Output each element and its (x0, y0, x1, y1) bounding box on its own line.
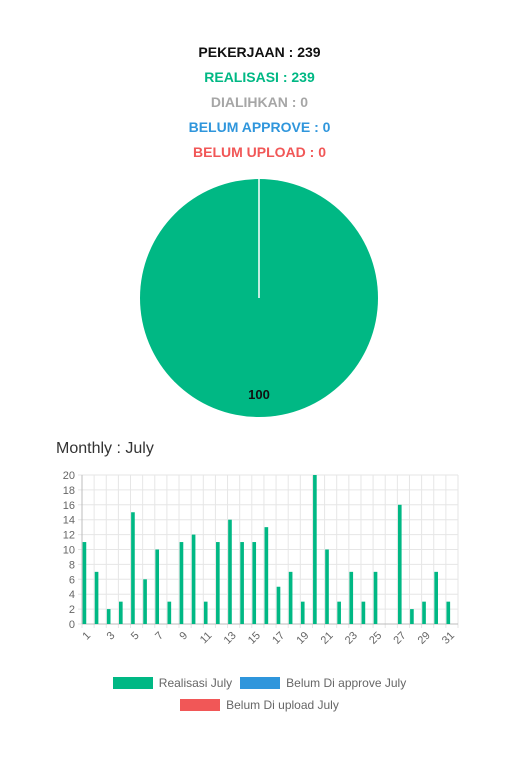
x-tick-label: 19 (294, 630, 311, 647)
bar-0-day-31[interactable] (446, 601, 451, 624)
bar-0-day-11[interactable] (203, 601, 208, 624)
bar-0-day-28[interactable] (410, 609, 414, 624)
y-tick-label: 20 (63, 470, 75, 482)
belum-approve-count: BELUM APPROVE : 0 (188, 119, 331, 135)
legend-row-1: Realisasi July Belum Di approve July (0, 672, 519, 694)
bar-0-day-9[interactable] (179, 542, 184, 624)
bar-legend: Realisasi July Belum Di approve July Bel… (0, 672, 519, 716)
legend-item-upload[interactable]: Belum Di upload July (180, 698, 339, 712)
bar-0-day-12[interactable] (216, 542, 220, 624)
legend-swatch-realisasi (112, 677, 153, 689)
bar-0-day-7[interactable] (155, 549, 160, 625)
legend-label-approve: Belum Di approve July (286, 676, 407, 690)
bar-0-day-30[interactable] (434, 571, 438, 624)
bar-0-day-10[interactable] (191, 534, 196, 624)
realisasi-count: REALISASI : 239 (204, 69, 315, 85)
bar-0-day-14[interactable] (240, 542, 244, 624)
bar-0-day-6[interactable] (143, 579, 147, 624)
bar-0-day-21[interactable] (325, 549, 329, 625)
x-tick-label: 21 (319, 630, 336, 647)
legend-item-approve[interactable]: Belum Di approve July (240, 676, 406, 690)
x-tick-label: 3 (105, 630, 118, 643)
bar-0-day-27[interactable] (397, 504, 402, 624)
bar-0-day-24[interactable] (361, 601, 366, 624)
pekerjaan-count: PEKERJAAN : 239 (198, 44, 321, 60)
x-tick-label: 1 (80, 630, 93, 643)
bar-0-day-17[interactable] (276, 586, 281, 624)
bar-0-day-5[interactable] (131, 512, 135, 624)
y-tick-label: 14 (63, 515, 75, 527)
legend-label-upload: Belum Di upload July (226, 698, 339, 712)
legend-item-realisasi[interactable]: Realisasi July (112, 676, 233, 690)
x-tick-label: 17 (270, 630, 287, 647)
x-tick-label: 9 (177, 630, 190, 643)
bar-0-day-19[interactable] (300, 601, 305, 624)
x-tick-label: 5 (129, 630, 142, 643)
y-tick-label: 8 (69, 559, 75, 571)
bar-0-day-2[interactable] (94, 571, 99, 624)
y-tick-label: 0 (69, 619, 75, 631)
y-tick-label: 16 (63, 500, 75, 512)
bar-0-day-29[interactable] (422, 601, 426, 624)
bar-0-day-18[interactable] (288, 571, 293, 624)
legend-row-2: Belum Di upload July (0, 694, 519, 716)
pie-data-label: 100 (248, 387, 270, 402)
y-tick-label: 12 (63, 530, 75, 542)
bar-0-day-22[interactable] (337, 601, 341, 624)
x-tick-label: 27 (391, 630, 408, 647)
belum-upload-count: BELUM UPLOAD : 0 (193, 144, 326, 160)
pie-chart[interactable]: 100 (130, 170, 390, 430)
x-tick-label: 13 (222, 630, 239, 647)
y-tick-label: 4 (69, 589, 75, 601)
x-tick-label: 11 (198, 630, 215, 647)
monthly-title: Monthly : July (56, 440, 154, 457)
bar-0-day-16[interactable] (264, 527, 269, 624)
x-tick-label: 29 (416, 630, 433, 647)
x-tick-label: 15 (246, 630, 263, 647)
legend-label-realisasi: Realisasi July (158, 676, 233, 690)
bar-0-day-25[interactable] (373, 571, 378, 624)
x-tick-label: 31 (440, 630, 457, 647)
bar-0-day-13[interactable] (228, 519, 232, 624)
summary-stats: PEKERJAAN : 239 REALISASI : 239 DIALIHKA… (0, 40, 519, 165)
dialihkan-count: DIALIHKAN : 0 (210, 94, 309, 110)
y-tick-label: 2 (69, 604, 75, 616)
y-tick-label: 18 (63, 485, 75, 497)
bar-0-day-4[interactable] (118, 601, 123, 624)
bar-0-day-23[interactable] (349, 571, 354, 624)
legend-swatch-approve (240, 677, 281, 689)
x-tick-label: 25 (367, 630, 384, 647)
bar-0-day-3[interactable] (106, 609, 111, 624)
legend-swatch-upload (180, 699, 221, 711)
y-tick-label: 6 (69, 574, 75, 586)
bar-0-day-20[interactable] (313, 475, 317, 624)
bar-0-day-1[interactable] (82, 542, 87, 624)
bar-0-day-8[interactable] (167, 601, 172, 624)
bar-0-day-15[interactable] (252, 542, 257, 624)
x-tick-label: 7 (153, 630, 166, 643)
y-tick-label: 10 (63, 545, 75, 557)
x-tick-label: 23 (343, 630, 360, 647)
